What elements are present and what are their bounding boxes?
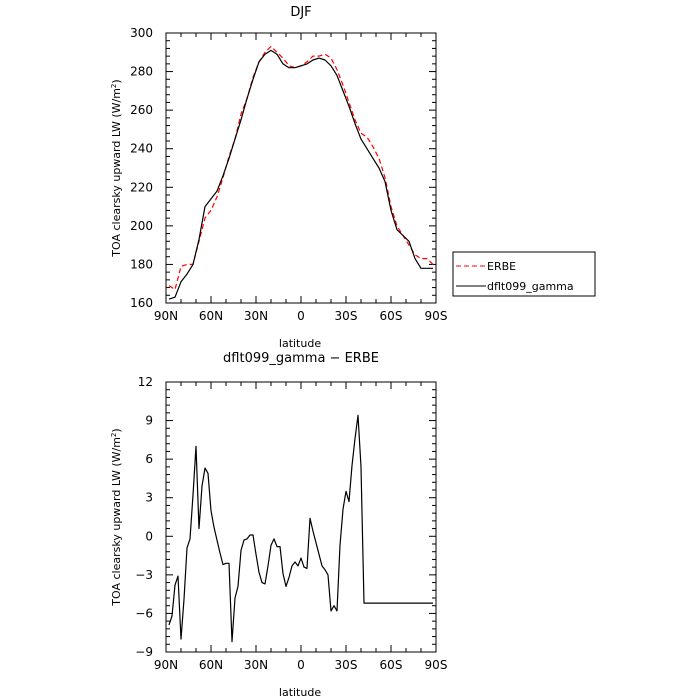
panel-djf: DJF TOA clearsky upward LW (W/m2) latitu…: [110, 5, 596, 350]
plot-lines: [168, 414, 433, 643]
x-tick-label: 30S: [335, 658, 358, 672]
plot-lines: [168, 45, 434, 300]
legend-label-erbe: ERBE: [487, 260, 516, 273]
x-tick-label: 90S: [425, 658, 448, 672]
x-tick-label: 90N: [154, 658, 178, 672]
ticks: 90N 60N 30N 0 30S 60S 90S −9 −6 −3 0 3 6 9 12: [135, 375, 447, 672]
series-line-dflt099-gamma: [168, 49, 433, 300]
legend-box: [452, 251, 596, 297]
plot-frame: [165, 381, 437, 653]
y-tick-label: 300: [130, 26, 153, 40]
y-tick-label: 180: [130, 257, 153, 271]
x-tick-label: 30S: [335, 309, 358, 323]
x-tick-label: 60N: [199, 309, 223, 323]
x-axis-label: latitude: [279, 686, 321, 699]
y-tick-label: −9: [135, 645, 153, 659]
x-tick-label: 90S: [425, 309, 448, 323]
series-line-erbe: [168, 45, 434, 291]
y-axis-label: TOA clearsky upward LW (W/m2): [110, 79, 123, 257]
plot-frame: [165, 32, 437, 304]
panel-difference: dflt099_gamma − ERBE TOA clearsky upward…: [110, 351, 447, 699]
series-line-difference: [168, 414, 433, 643]
y-tick-label: 160: [130, 296, 153, 310]
y-axis-label: TOA clearsky upward LW (W/m2): [110, 428, 123, 606]
panel-title: dflt099_gamma − ERBE: [223, 351, 379, 366]
y-tick-label: 12: [138, 375, 153, 389]
x-tick-label: 0: [297, 658, 305, 672]
y-tick-label: 9: [145, 414, 153, 428]
panel-title: DJF: [290, 5, 311, 20]
y-tick-label: −6: [135, 606, 153, 620]
y-tick-label: 240: [130, 142, 153, 156]
x-tick-label: 30N: [244, 658, 268, 672]
x-tick-label: 90N: [154, 309, 178, 323]
x-tick-label: 60S: [380, 309, 403, 323]
y-tick-label: 200: [130, 219, 153, 233]
x-tick-label: 30N: [244, 309, 268, 323]
legend: ERBE dflt099_gamma: [452, 251, 596, 297]
y-tick-label: 6: [145, 452, 153, 466]
x-tick-label: 60S: [380, 658, 403, 672]
ticks: 90N 60N 30N 0 30S 60S 90S 160 180 200 220 240 260 280…: [130, 26, 447, 323]
x-tick-label: 60N: [199, 658, 223, 672]
y-tick-label: 220: [130, 180, 153, 194]
x-axis-label: latitude: [279, 337, 321, 350]
x-tick-label: 0: [297, 309, 305, 323]
legend-label-dflt099-gamma: dflt099_gamma: [487, 280, 574, 293]
y-tick-label: 0: [145, 529, 153, 543]
y-tick-label: −3: [135, 568, 153, 582]
y-tick-label: 260: [130, 103, 153, 117]
y-tick-label: 3: [145, 491, 153, 505]
y-tick-label: 280: [130, 65, 153, 79]
